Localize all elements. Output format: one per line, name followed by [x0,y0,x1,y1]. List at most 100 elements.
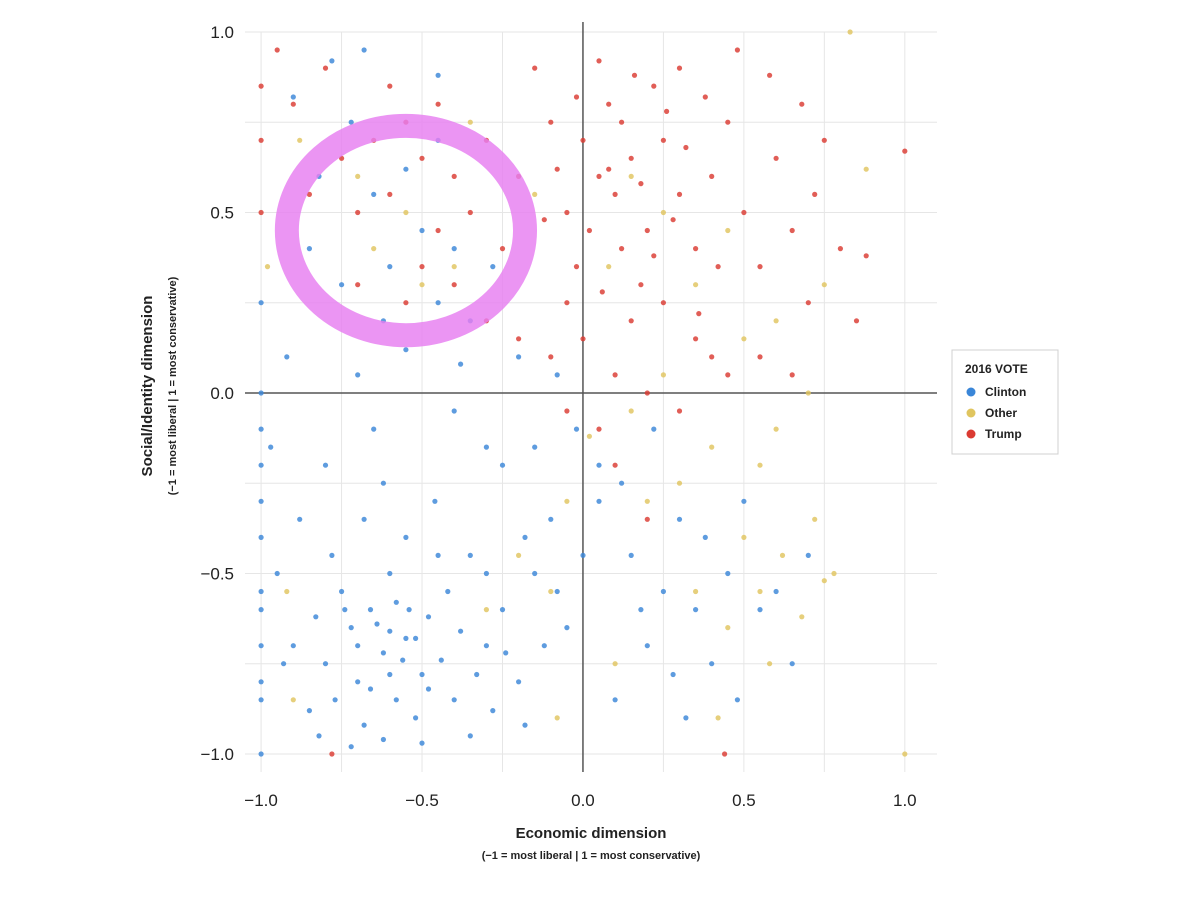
point-clinton [789,661,795,667]
point-trump [586,227,593,234]
point-clinton [676,516,683,522]
point-other [812,516,818,522]
legend: 2016 VOTE Clinton Other Trump [951,349,1059,455]
point-clinton [387,570,393,577]
point-other [902,751,908,757]
data-points [258,29,908,757]
point-trump [664,108,670,114]
x-tick-label: 1.0 [893,791,917,810]
point-trump [715,264,721,270]
point-other [863,166,869,172]
point-other [660,209,667,216]
point-trump [580,336,586,342]
point-clinton [612,697,618,703]
point-clinton [290,643,296,649]
point-trump [355,209,361,216]
point-other [264,264,271,270]
point-clinton [596,498,602,504]
point-clinton [380,736,386,743]
point-clinton [451,246,457,252]
point-other [773,426,779,432]
point-trump [837,246,844,252]
x-axis-subtitle: (−1 = most liberal | 1 = most conservati… [482,850,701,862]
point-other [725,625,731,631]
point-clinton [258,462,264,468]
point-clinton [490,264,496,270]
point-trump [789,372,795,378]
point-clinton [467,552,473,559]
point-clinton [693,607,699,613]
y-tick-label: −1.0 [200,745,234,764]
point-clinton [393,697,399,703]
legend-label-other: Other [985,406,1017,420]
point-trump [403,300,409,306]
point-clinton [297,516,303,522]
point-clinton [406,607,412,613]
point-trump [741,209,747,216]
point-clinton [619,480,625,486]
point-trump [805,300,811,306]
point-other [805,390,811,396]
point-clinton [258,588,264,595]
point-trump [628,155,634,161]
point-trump [725,119,731,125]
point-clinton [483,643,489,649]
axes [245,22,937,772]
point-clinton [371,191,377,197]
point-clinton [573,426,580,432]
y-tick-label: 0.0 [210,384,234,403]
point-trump [789,227,795,234]
point-clinton [348,744,354,750]
point-trump [306,191,312,197]
point-clinton [306,708,312,714]
point-other [821,282,827,288]
series-clinton [258,47,811,757]
point-trump [596,173,602,179]
point-other [741,336,747,342]
point-trump [644,390,650,396]
point-clinton [355,643,361,649]
point-other [693,282,699,288]
legend-swatch-other [966,408,976,418]
point-trump [541,217,547,223]
point-other [709,444,715,450]
point-clinton [413,715,419,721]
point-other [451,264,457,270]
point-clinton [403,635,409,642]
point-clinton [554,588,560,595]
point-trump [274,47,280,53]
point-trump [451,173,457,179]
point-clinton [348,119,354,125]
point-other [606,264,612,270]
point-trump [734,47,741,53]
point-clinton [290,94,296,100]
point-clinton [435,72,441,78]
point-other [847,29,853,35]
point-clinton [403,534,409,541]
point-trump [387,191,393,197]
point-clinton [329,58,335,64]
point-trump [651,83,657,89]
point-trump [638,181,644,187]
point-clinton [355,679,361,685]
point-trump [612,462,618,468]
point-other [773,318,779,324]
point-trump [619,246,625,252]
x-tick-label: 0.5 [732,791,756,810]
point-clinton [258,751,264,757]
point-clinton [432,498,438,504]
point-clinton [316,733,322,739]
point-clinton [438,657,444,663]
point-trump [355,282,361,288]
point-other [403,209,409,216]
point-other [467,119,473,125]
point-clinton [313,614,319,620]
point-other [284,588,290,595]
point-clinton [419,671,425,678]
point-trump [863,253,869,259]
point-clinton [419,740,425,746]
point-clinton [451,697,457,703]
point-other [741,534,747,541]
point-trump [725,372,731,378]
